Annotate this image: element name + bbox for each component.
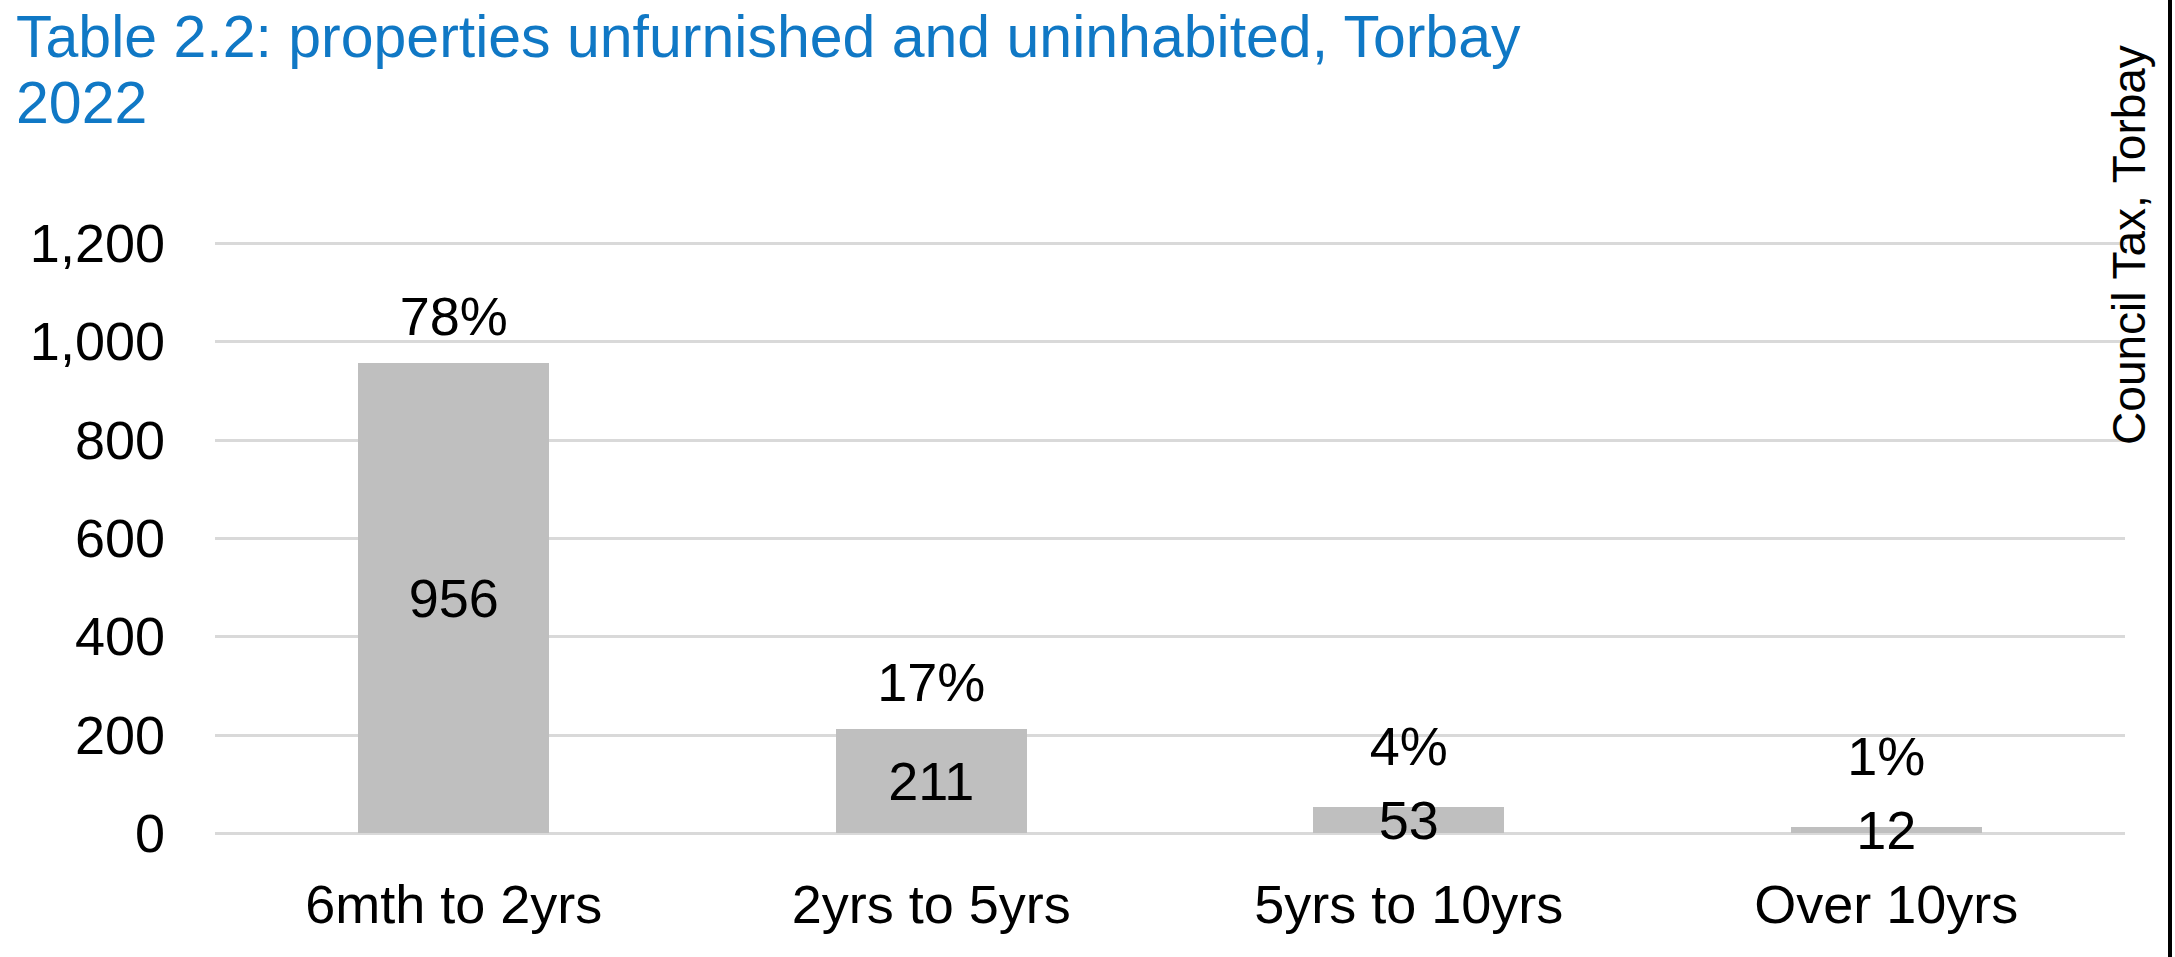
- right-axis-label: Council Tax, Torbay: [2104, 0, 2154, 495]
- bar-percent-label: 1%: [1696, 727, 2076, 785]
- y-tick-label-200: 200: [0, 706, 165, 764]
- bar-percent-label: 78%: [264, 287, 644, 345]
- y-tick-label-400: 400: [0, 607, 165, 665]
- gridline-1200: [215, 242, 2125, 245]
- bar-value-label: 12: [1696, 801, 2076, 859]
- category-label: 6mth to 2yrs: [219, 873, 689, 935]
- y-tick-label-1200: 1,200: [0, 214, 165, 272]
- bar-value-label: 53: [1219, 791, 1599, 849]
- bar-value-label: 956: [264, 569, 644, 627]
- category-label: Over 10yrs: [1651, 873, 2121, 935]
- y-tick-label-0: 0: [0, 804, 165, 862]
- y-tick-label-800: 800: [0, 411, 165, 469]
- bar-value-label: 211: [741, 752, 1121, 810]
- bar-percent-label: 17%: [741, 653, 1121, 711]
- bar-percent-label: 4%: [1219, 717, 1599, 775]
- y-tick-label-600: 600: [0, 509, 165, 567]
- category-label: 5yrs to 10yrs: [1174, 873, 1644, 935]
- y-tick-label-1000: 1,000: [0, 312, 165, 370]
- chart-canvas: Table 2.2: properties unfurnished and un…: [0, 0, 2175, 957]
- right-border-line: [2168, 0, 2172, 957]
- plot-area: 0 200 400 600 800 1,000 1,200 956 78% 6mth to 2yr…: [0, 0, 2175, 957]
- category-label: 2yrs to 5yrs: [696, 873, 1166, 935]
